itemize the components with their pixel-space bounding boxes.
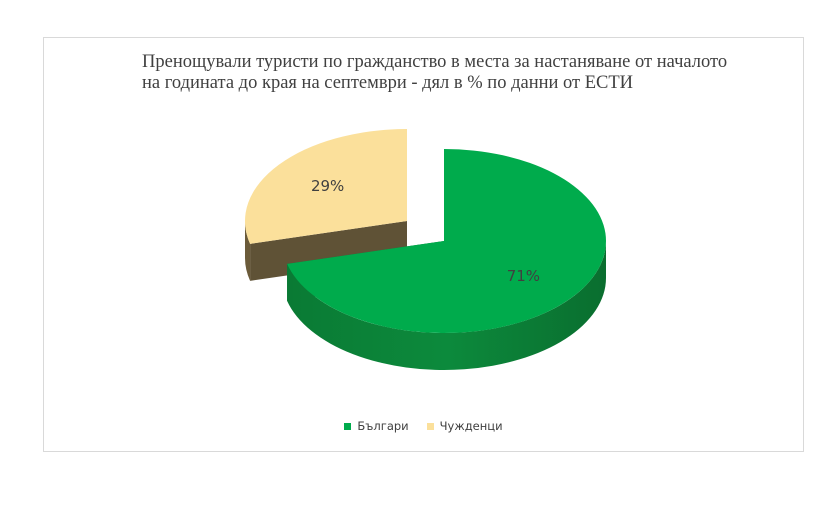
data-label-bulgarians: 71%: [507, 267, 540, 285]
data-label-foreigners: 29%: [311, 177, 344, 195]
legend-swatch-bulgarians: [344, 422, 352, 430]
legend-item-foreigners: Чужденци: [426, 419, 503, 433]
chart-title: Пренощували туристи по гражданство в мес…: [142, 52, 728, 93]
chart-area: Пренощували туристи по гражданство в мес…: [43, 37, 804, 452]
legend-label-bulgarians: Българи: [357, 419, 409, 433]
legend: Българи Чужденци: [44, 419, 803, 433]
legend-swatch-foreigners: [426, 422, 434, 430]
legend-item-bulgarians: Българи: [344, 419, 409, 433]
pie-chart: 71% 29%: [245, 129, 606, 370]
pie-slice-bulgarians: [287, 149, 606, 370]
legend-label-foreigners: Чужденци: [439, 419, 503, 433]
